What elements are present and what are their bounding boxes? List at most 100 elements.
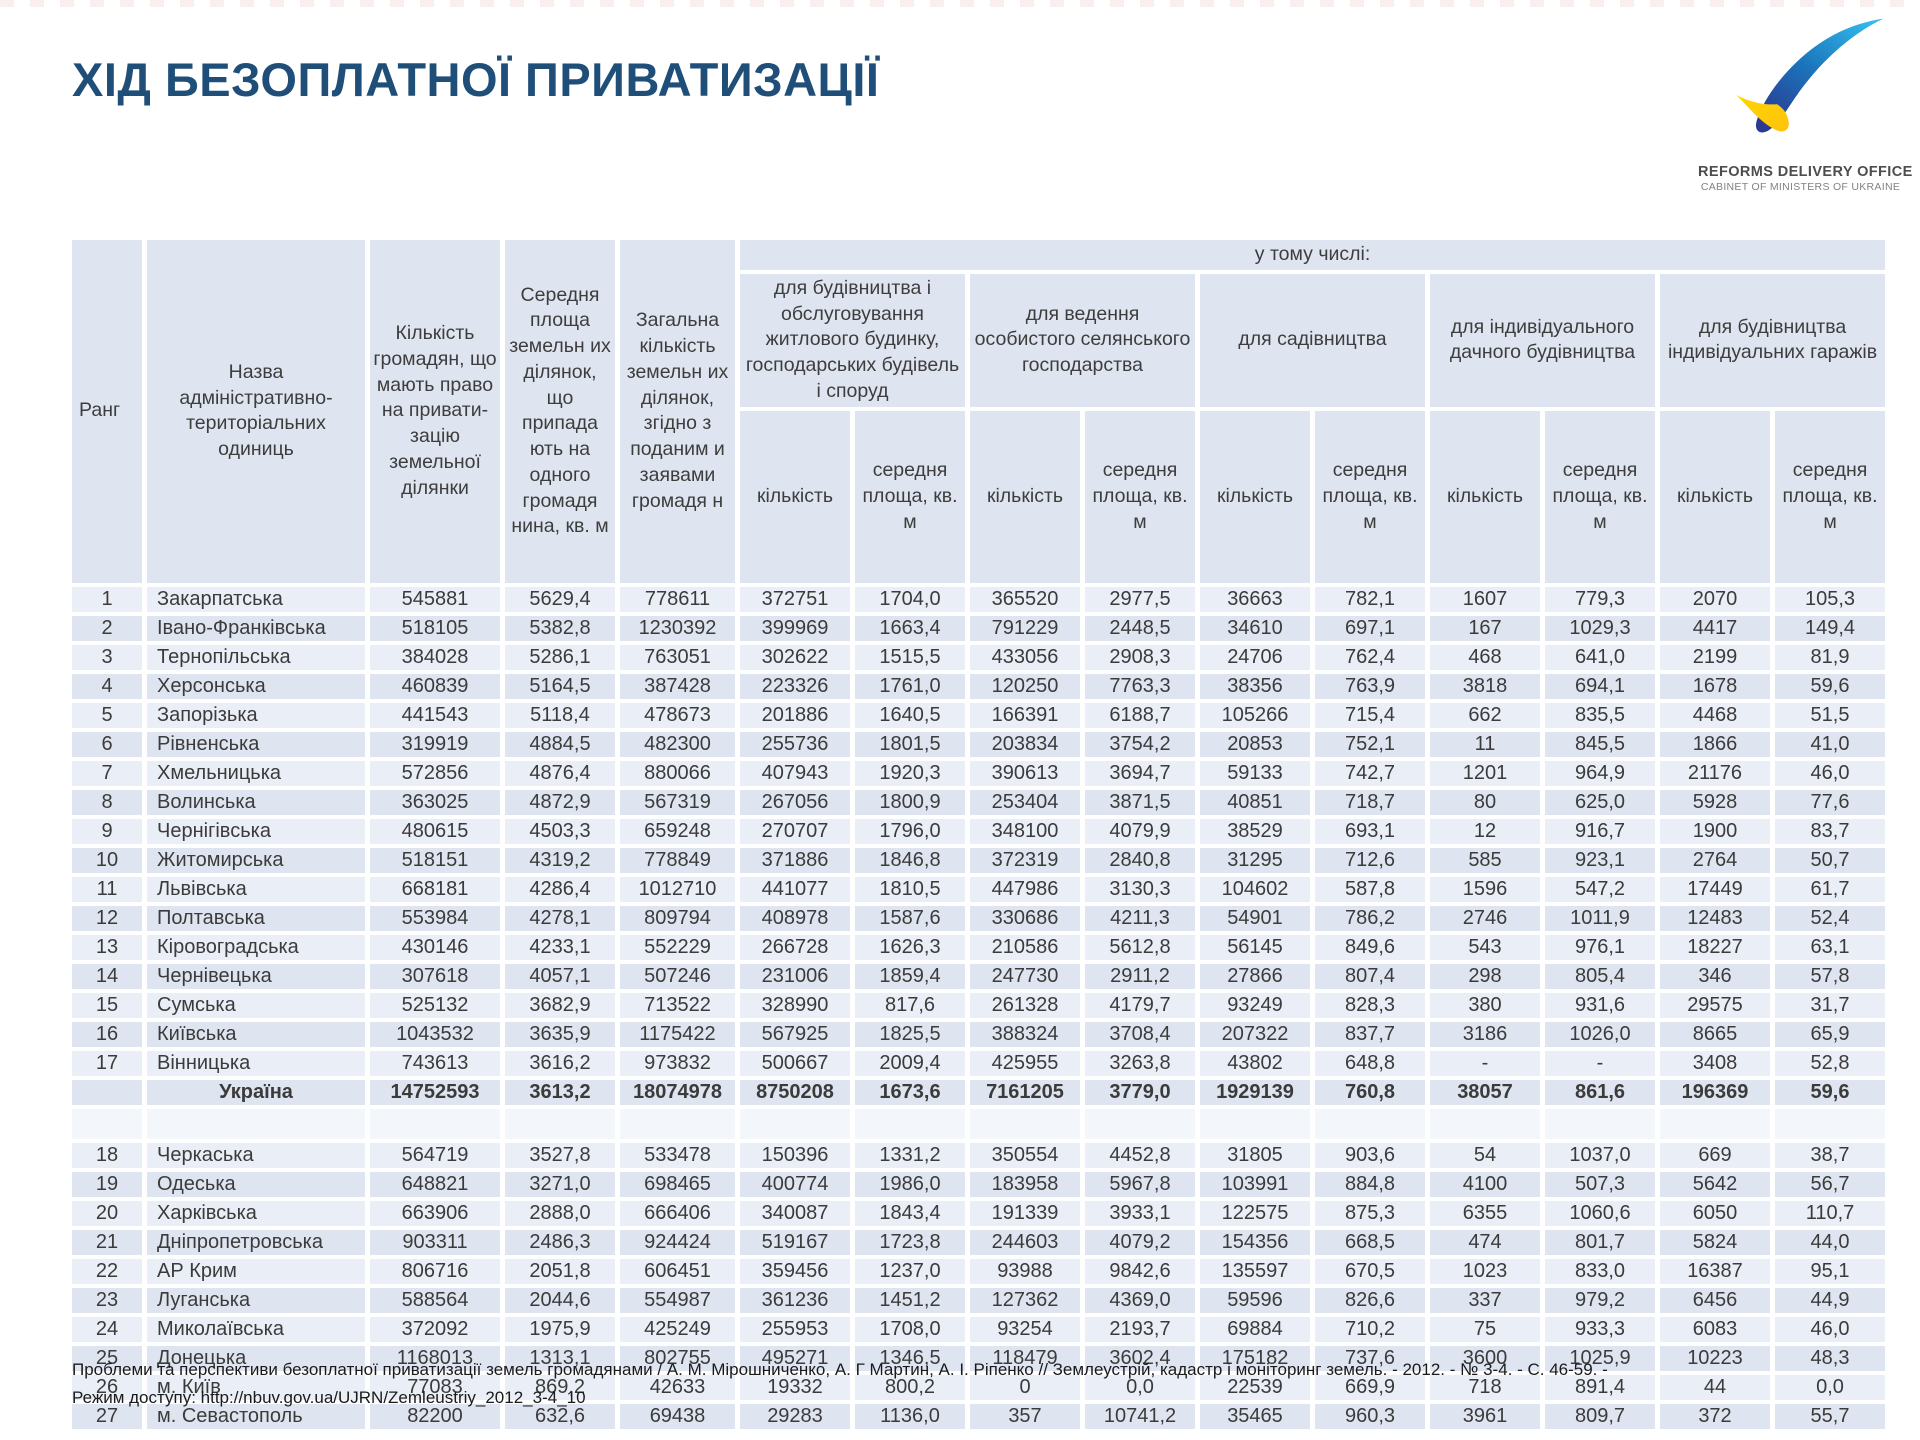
row-name: Закарпатська xyxy=(147,586,365,612)
row-value: 56,7 xyxy=(1775,1171,1886,1197)
row-value: 1230392 xyxy=(620,615,735,641)
row-value: 669,9 xyxy=(1315,1374,1425,1400)
row-name: Донецька xyxy=(147,1345,365,1371)
row-value: 425249 xyxy=(620,1316,735,1342)
row-value: 1060,6 xyxy=(1545,1200,1655,1226)
row-value: 150396 xyxy=(740,1142,850,1168)
row-value: 1313,1 xyxy=(505,1345,615,1371)
row-value: 1846,8 xyxy=(855,847,965,873)
row-value: 8750208 xyxy=(740,1079,850,1105)
row-value: 3616,2 xyxy=(505,1050,615,1076)
spacer-cell xyxy=(1315,1108,1425,1139)
row-name: м. Київ xyxy=(147,1374,365,1400)
row-value: 441543 xyxy=(370,702,500,728)
table-row: 24 Миколаївська 372092 1975,9 425249 255953 17… xyxy=(72,1316,1886,1342)
row-rank: 19 xyxy=(72,1171,142,1197)
row-value: 103991 xyxy=(1200,1171,1310,1197)
row-rank: 26 xyxy=(72,1374,142,1400)
col-header-citizens: Кількість громадян, що мають право на пр… xyxy=(370,240,500,583)
row-value: 210586 xyxy=(970,934,1080,960)
row-rank: 2 xyxy=(72,615,142,641)
row-value: 828,3 xyxy=(1315,992,1425,1018)
row-value: 425955 xyxy=(970,1050,1080,1076)
table-row: 14 Чернівецька 307618 4057,1 507246 231006 185… xyxy=(72,963,1886,989)
row-value: 430146 xyxy=(370,934,500,960)
row-value: 891,4 xyxy=(1545,1374,1655,1400)
row-value: 1025,9 xyxy=(1545,1345,1655,1371)
row-value: 668,5 xyxy=(1315,1229,1425,1255)
row-value: 0 xyxy=(970,1374,1080,1400)
spacer-cell xyxy=(72,1108,142,1139)
row-value: 3933,1 xyxy=(1085,1200,1195,1226)
table-row: 9 Чернігівська 480615 4503,3 659248 270707 179… xyxy=(72,818,1886,844)
row-value: 365520 xyxy=(970,586,1080,612)
reforms-delivery-office-logo: REFORMS DELIVERY OFFICE CABINET OF MINIS… xyxy=(1698,14,1913,193)
row-value: 363025 xyxy=(370,789,500,815)
row-value: 135597 xyxy=(1200,1258,1310,1284)
row-value: 9842,6 xyxy=(1085,1258,1195,1284)
row-value: - xyxy=(1430,1050,1540,1076)
row-value: 1761,0 xyxy=(855,673,965,699)
row-value: 31295 xyxy=(1200,847,1310,873)
row-value: 12 xyxy=(1430,818,1540,844)
row-value: 10223 xyxy=(1660,1345,1770,1371)
row-value: 1626,3 xyxy=(855,934,965,960)
spacer-cell xyxy=(620,1108,735,1139)
row-value: 24706 xyxy=(1200,644,1310,670)
row-rank: 21 xyxy=(72,1229,142,1255)
row-value: 55,7 xyxy=(1775,1403,1886,1429)
row-name: Сумська xyxy=(147,992,365,1018)
row-value: 50,7 xyxy=(1775,847,1886,873)
row-value: 482300 xyxy=(620,731,735,757)
row-value: 1900 xyxy=(1660,818,1770,844)
row-value: 56145 xyxy=(1200,934,1310,960)
row-value: 587,8 xyxy=(1315,876,1425,902)
row-value: 1843,4 xyxy=(855,1200,965,1226)
row-value: 1029,3 xyxy=(1545,615,1655,641)
row-value: 380 xyxy=(1430,992,1540,1018)
row-name: Івано-Франківська xyxy=(147,615,365,641)
row-value: 4233,1 xyxy=(505,934,615,960)
table-row: 25 Донецька 1168013 1313,1 802755 495271 1346,… xyxy=(72,1345,1886,1371)
row-rank: 6 xyxy=(72,731,142,757)
row-value: 903,6 xyxy=(1315,1142,1425,1168)
row-value: 468 xyxy=(1430,644,1540,670)
row-value: 12483 xyxy=(1660,905,1770,931)
row-rank: 8 xyxy=(72,789,142,815)
row-value: 400774 xyxy=(740,1171,850,1197)
row-value: 2764 xyxy=(1660,847,1770,873)
row-value: 903311 xyxy=(370,1229,500,1255)
row-value: 1929139 xyxy=(1200,1079,1310,1105)
row-value: 1708,0 xyxy=(855,1316,965,1342)
row-value: 0,0 xyxy=(1085,1374,1195,1400)
row-value: 545881 xyxy=(370,586,500,612)
row-value: 1673,6 xyxy=(855,1079,965,1105)
row-value: 83,7 xyxy=(1775,818,1886,844)
row-value: 22539 xyxy=(1200,1374,1310,1400)
row-value: 1796,0 xyxy=(855,818,965,844)
row-value: 606451 xyxy=(620,1258,735,1284)
row-name: Хмельницька xyxy=(147,760,365,786)
row-value: 5967,8 xyxy=(1085,1171,1195,1197)
row-value: 713522 xyxy=(620,992,735,1018)
table-row: 17 Вінницька 743613 3616,2 973832 500667 2009,… xyxy=(72,1050,1886,1076)
row-value: 809,7 xyxy=(1545,1403,1655,1429)
logo-text-line1: REFORMS DELIVERY OFFICE xyxy=(1698,164,1913,180)
row-value: 4211,3 xyxy=(1085,905,1195,931)
row-value: 38,7 xyxy=(1775,1142,1886,1168)
row-value: 330686 xyxy=(970,905,1080,931)
row-value: 372751 xyxy=(740,586,850,612)
row-value: 884,8 xyxy=(1315,1171,1425,1197)
row-value: 1986,0 xyxy=(855,1171,965,1197)
row-value: 16387 xyxy=(1660,1258,1770,1284)
row-rank: 13 xyxy=(72,934,142,960)
row-value: 5612,8 xyxy=(1085,934,1195,960)
row-value: 104602 xyxy=(1200,876,1310,902)
row-value: 46,0 xyxy=(1775,1316,1886,1342)
row-value: 694,1 xyxy=(1545,673,1655,699)
row-value: 203834 xyxy=(970,731,1080,757)
col-header-rank: Ранг xyxy=(72,240,142,583)
row-name: АР Крим xyxy=(147,1258,365,1284)
row-value: 441077 xyxy=(740,876,850,902)
